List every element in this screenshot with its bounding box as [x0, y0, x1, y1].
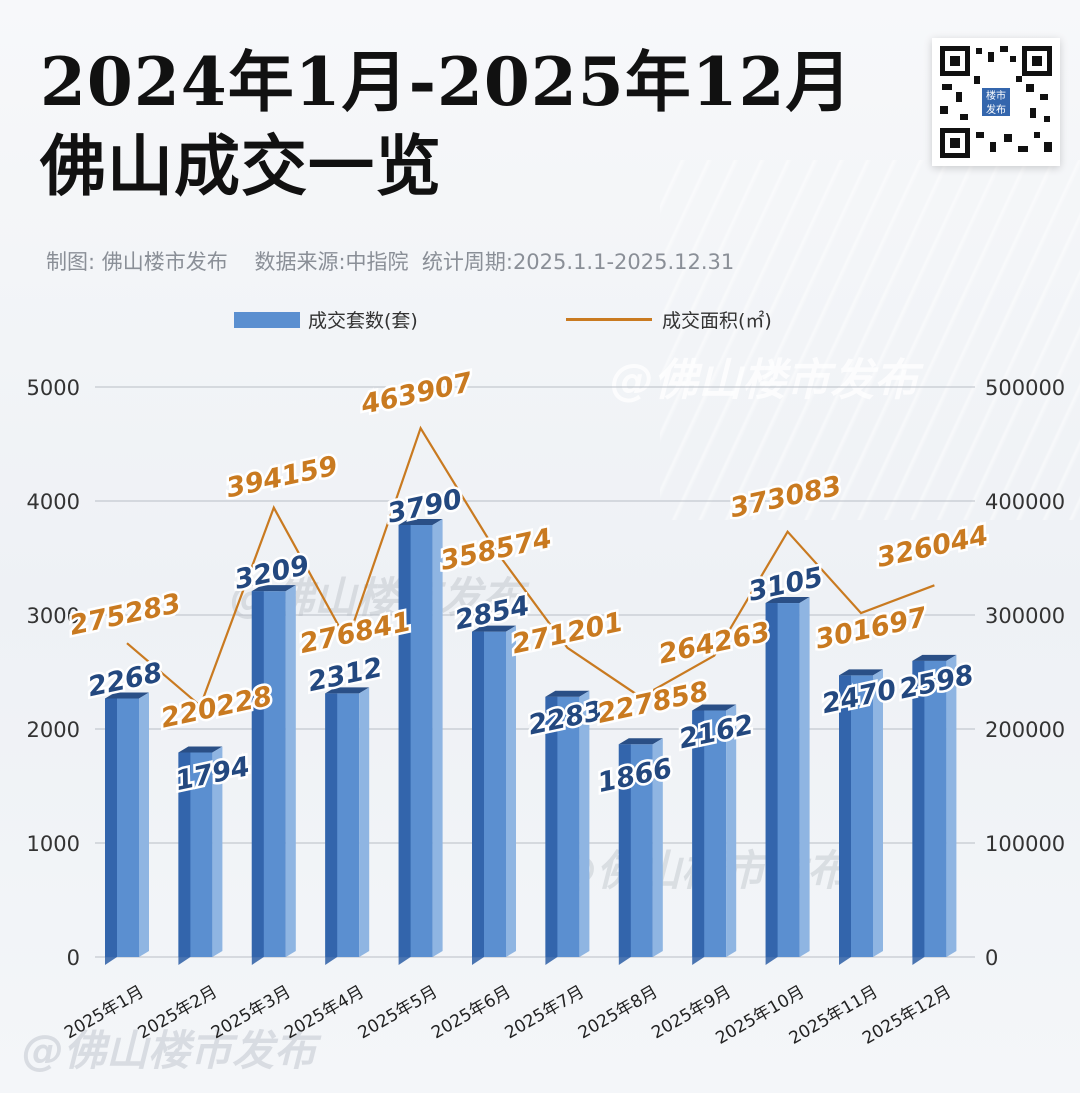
bar-side [692, 710, 705, 965]
bar-side [178, 752, 191, 965]
bar-right-face [506, 625, 516, 957]
y-left-tick-label: 5000 [27, 376, 80, 400]
bar-right-face [726, 704, 737, 957]
bar-side [105, 698, 117, 965]
legend: 成交套数(套) 成交面积(㎡) [0, 306, 1080, 340]
bar-side [545, 696, 558, 965]
y-right-tick-label: 300000 [985, 604, 1065, 628]
background-streaks [660, 160, 1080, 520]
bar-top [325, 687, 370, 694]
qr-logo-badge: 楼市 发布 [980, 86, 1012, 118]
bar-top [839, 669, 883, 676]
bar-top [178, 746, 223, 753]
title-line-2: 佛山成交一览 [40, 127, 442, 205]
y-right-tick-label: 100000 [985, 832, 1065, 856]
bar-side [251, 591, 264, 965]
bar-right-face [432, 518, 443, 957]
qr-pattern [940, 46, 1052, 158]
bar-side [912, 660, 925, 965]
watermark-text-top: @佛山楼市发布 [610, 355, 924, 406]
bar-right-face [285, 585, 296, 957]
bar-side [472, 631, 484, 965]
x-tick-label: 2025年8月 [575, 982, 661, 1043]
legend-line-swatch [566, 318, 652, 321]
bar-top [472, 625, 516, 632]
bar-top [912, 654, 957, 661]
title-line-1: 2024年1月-2025年12月 [40, 43, 853, 121]
line-data-label: 326044 [874, 520, 991, 574]
bar-top [618, 738, 663, 745]
bar-right-face [579, 690, 590, 957]
line-data-label: 373083 [727, 470, 844, 524]
bar-top [398, 518, 443, 525]
bar-top [765, 597, 810, 604]
bar-side [765, 603, 778, 965]
bar-side [325, 693, 338, 965]
bar-right-face [652, 738, 663, 957]
legend-item-bars: 成交套数(套) [234, 306, 418, 333]
y-left-tick-label: 2000 [27, 718, 80, 742]
line-data-label: 264263 [656, 617, 773, 671]
legend-bar-label: 成交套数(套) [308, 310, 418, 332]
y-right-tick-label: 400000 [985, 490, 1065, 514]
legend-line-label: 成交面积(㎡) [662, 310, 772, 332]
bar-right-face [212, 746, 223, 957]
bar-top [545, 690, 590, 697]
line-data-label: 358574 [438, 523, 555, 577]
bar-top [692, 704, 737, 711]
bar-top [105, 692, 149, 699]
bar-right-face [873, 669, 883, 957]
y-left-tick-label: 4000 [27, 490, 80, 514]
y-left-tick-label: 1000 [27, 832, 80, 856]
y-right-tick-label: 500000 [985, 376, 1065, 400]
bar-right-face [359, 687, 370, 957]
legend-item-line: 成交面积(㎡) [566, 306, 772, 333]
watermark-text-bottom: @佛山楼市发布 [22, 1026, 322, 1075]
x-tick-label: 2025年4月 [281, 982, 367, 1043]
x-tick-label: 2025年5月 [355, 982, 441, 1043]
line-data-label: 463907 [357, 367, 475, 421]
bar-side [398, 524, 411, 965]
y-right-tick-label: 200000 [985, 718, 1065, 742]
y-left-tick-label: 3000 [27, 604, 80, 628]
legend-bar-swatch [234, 311, 300, 328]
bar-right-face [139, 692, 149, 957]
page-title: 2024年1月-2025年12月 佛山成交一览 [40, 40, 853, 208]
line-data-label: 394159 [224, 450, 341, 504]
bar-side [618, 744, 631, 965]
line-data-label: 275283 [67, 588, 184, 642]
y-left-tick-label: 0 [67, 946, 80, 970]
qr-code[interactable]: 楼市 发布 [932, 38, 1060, 166]
x-tick-label: 2025年6月 [428, 982, 514, 1043]
bar-side [839, 675, 851, 965]
source-line: 制图: 佛山楼市发布 数据来源:中指院 统计周期:2025.1.1-2025.1… [46, 250, 735, 274]
bar-top [251, 585, 296, 592]
bar-right-face [799, 597, 810, 957]
area-line-series [126, 425, 935, 708]
x-tick-label: 2025年7月 [502, 982, 588, 1043]
y-right-tick-label: 0 [985, 946, 998, 970]
bar-right-face [946, 654, 957, 957]
